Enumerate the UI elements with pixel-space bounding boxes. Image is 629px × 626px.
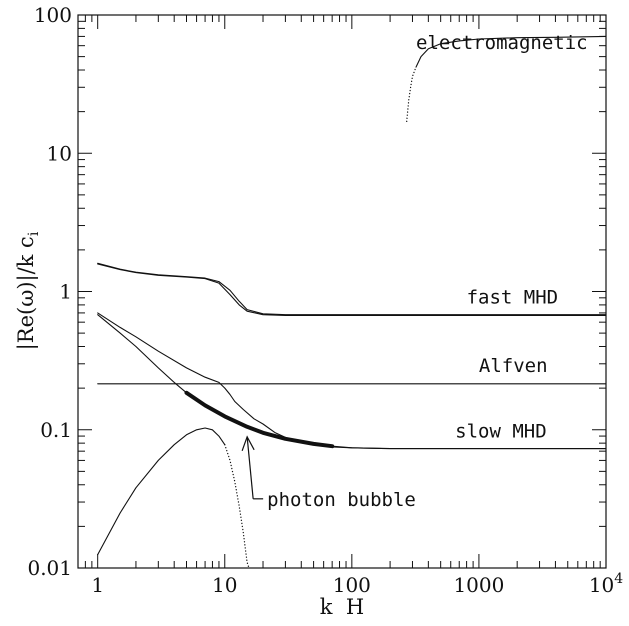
y-tick-label: 0.1 — [40, 418, 72, 442]
y-axis-title-main: |Re(ω)|/k c — [14, 236, 39, 350]
x-tick-label: 10 — [212, 573, 237, 597]
x-axis-title: k H — [320, 595, 364, 619]
y-axis-title: |Re(ω)|/k ci — [14, 231, 42, 350]
x-tick-label: 1000 — [453, 573, 504, 597]
curve-label: electromagnetic — [416, 32, 588, 54]
svg-text:|Re(ω)|/k ci: |Re(ω)|/k ci — [14, 231, 42, 350]
tick-labels: 1 10 100 1000 104 0.01 0.1 1 10 100 — [27, 3, 623, 597]
annotation-label: photon bubble — [267, 489, 416, 511]
curve-label: fast MHD — [467, 286, 559, 308]
series-line-electromagnetic — [406, 66, 417, 123]
series — [97, 35, 607, 569]
curve-label: Alfven — [479, 355, 548, 377]
annotation-arrow-shaft — [246, 436, 254, 499]
x-tick-label: 100 — [333, 573, 371, 597]
series-line-photon-bubble — [184, 390, 335, 449]
y-tick-label: 0.01 — [27, 556, 72, 580]
y-tick-label: 1 — [59, 280, 72, 304]
series-line-electromagnetic — [415, 35, 607, 68]
y-axis-title-subscript: i — [26, 231, 42, 236]
series-line-9 — [224, 444, 250, 569]
series-line-8 — [97, 427, 226, 556]
curve-labels: electromagnetic fast MHD Alfven slow MHD pho… — [241, 32, 588, 511]
x-tick-label: 104 — [589, 571, 623, 597]
y-tick-label: 10 — [47, 141, 72, 165]
annotation-arrow-head — [241, 435, 255, 452]
series-line-fast-mhd — [97, 263, 607, 317]
curve-label: slow MHD — [455, 420, 547, 442]
x-tick-label: 1 — [91, 573, 104, 597]
y-tick-label: 100 — [34, 3, 72, 27]
